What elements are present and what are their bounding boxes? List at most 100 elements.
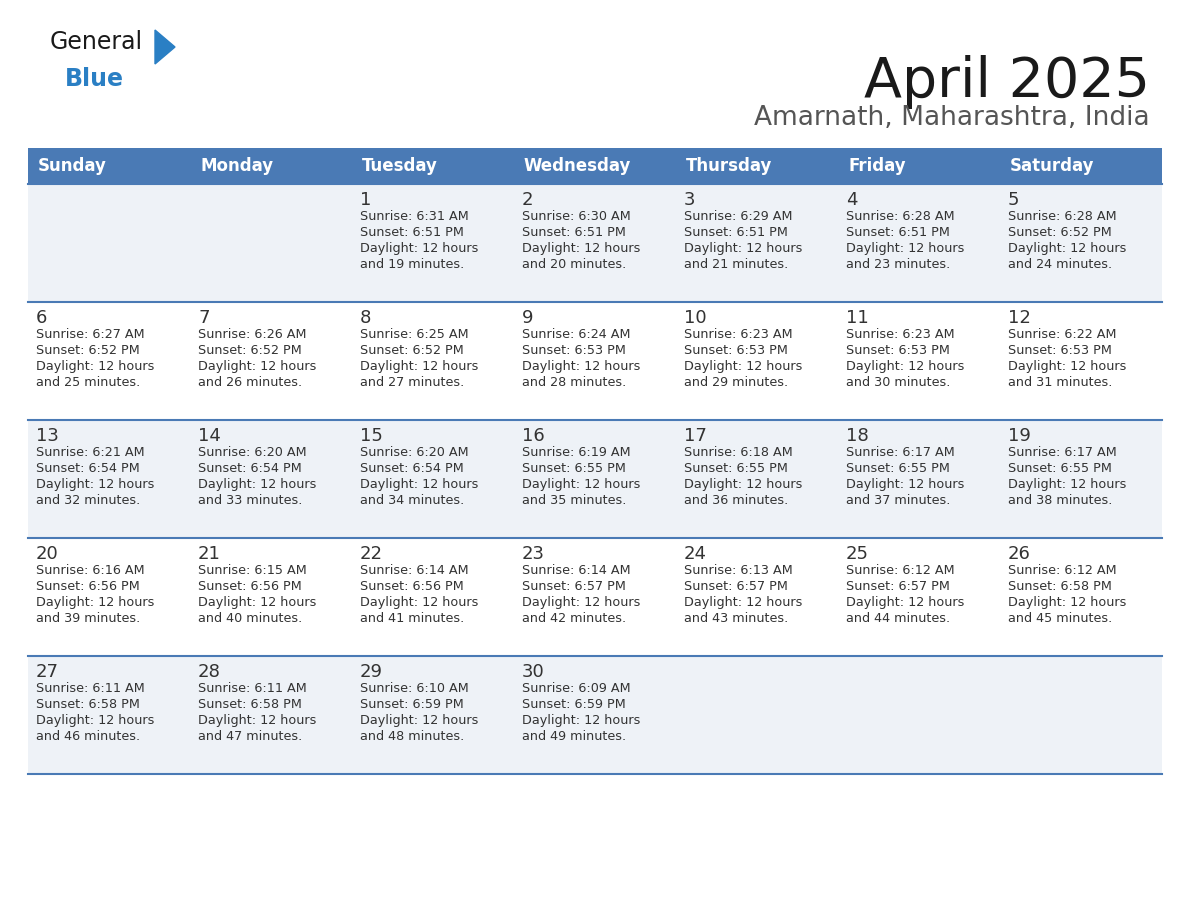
Text: Amarnath, Maharashtra, India: Amarnath, Maharashtra, India	[754, 105, 1150, 131]
Text: Daylight: 12 hours: Daylight: 12 hours	[522, 478, 640, 491]
Text: and 29 minutes.: and 29 minutes.	[684, 376, 788, 389]
Text: Sunset: 6:57 PM: Sunset: 6:57 PM	[846, 580, 950, 593]
Text: 13: 13	[36, 427, 59, 445]
Text: Daylight: 12 hours: Daylight: 12 hours	[684, 360, 802, 373]
Text: and 27 minutes.: and 27 minutes.	[360, 376, 465, 389]
Text: and 40 minutes.: and 40 minutes.	[198, 612, 302, 625]
Text: Sunset: 6:54 PM: Sunset: 6:54 PM	[198, 462, 302, 475]
Text: and 47 minutes.: and 47 minutes.	[198, 730, 302, 743]
Text: and 25 minutes.: and 25 minutes.	[36, 376, 140, 389]
Text: Sunset: 6:59 PM: Sunset: 6:59 PM	[522, 698, 626, 711]
Text: Sunset: 6:51 PM: Sunset: 6:51 PM	[684, 226, 788, 239]
Text: and 26 minutes.: and 26 minutes.	[198, 376, 302, 389]
Text: and 23 minutes.: and 23 minutes.	[846, 258, 950, 271]
Text: 17: 17	[684, 427, 707, 445]
Text: and 33 minutes.: and 33 minutes.	[198, 494, 303, 507]
Text: Sunset: 6:58 PM: Sunset: 6:58 PM	[198, 698, 302, 711]
Text: Sunrise: 6:28 AM: Sunrise: 6:28 AM	[846, 210, 955, 223]
Bar	[29, 302, 1162, 420]
Text: 26: 26	[1007, 545, 1031, 563]
Text: Daylight: 12 hours: Daylight: 12 hours	[684, 478, 802, 491]
Text: Daylight: 12 hours: Daylight: 12 hours	[522, 360, 640, 373]
Text: Sunset: 6:54 PM: Sunset: 6:54 PM	[36, 462, 140, 475]
Text: Daylight: 12 hours: Daylight: 12 hours	[522, 596, 640, 609]
Text: Sunset: 6:51 PM: Sunset: 6:51 PM	[846, 226, 950, 239]
Text: and 34 minutes.: and 34 minutes.	[360, 494, 465, 507]
Bar	[29, 656, 1162, 774]
Text: 5: 5	[1007, 191, 1019, 209]
Text: Sunset: 6:53 PM: Sunset: 6:53 PM	[522, 344, 626, 357]
Text: Sunrise: 6:24 AM: Sunrise: 6:24 AM	[522, 328, 631, 341]
Text: Daylight: 12 hours: Daylight: 12 hours	[36, 360, 154, 373]
Text: Sunset: 6:55 PM: Sunset: 6:55 PM	[1007, 462, 1112, 475]
Bar	[29, 538, 1162, 656]
Text: Friday: Friday	[848, 157, 905, 175]
Text: Sunset: 6:56 PM: Sunset: 6:56 PM	[36, 580, 140, 593]
Text: Daylight: 12 hours: Daylight: 12 hours	[36, 596, 154, 609]
Text: Sunset: 6:53 PM: Sunset: 6:53 PM	[846, 344, 950, 357]
Text: Daylight: 12 hours: Daylight: 12 hours	[36, 714, 154, 727]
Text: and 49 minutes.: and 49 minutes.	[522, 730, 626, 743]
Text: Sunset: 6:58 PM: Sunset: 6:58 PM	[36, 698, 140, 711]
Text: and 32 minutes.: and 32 minutes.	[36, 494, 140, 507]
Text: April 2025: April 2025	[864, 55, 1150, 109]
Text: 24: 24	[684, 545, 707, 563]
Text: Sunrise: 6:18 AM: Sunrise: 6:18 AM	[684, 446, 792, 459]
Text: and 43 minutes.: and 43 minutes.	[684, 612, 789, 625]
Text: Sunrise: 6:28 AM: Sunrise: 6:28 AM	[1007, 210, 1117, 223]
Text: Daylight: 12 hours: Daylight: 12 hours	[846, 478, 965, 491]
Text: Sunset: 6:56 PM: Sunset: 6:56 PM	[198, 580, 302, 593]
Text: Sunrise: 6:19 AM: Sunrise: 6:19 AM	[522, 446, 631, 459]
Text: Sunset: 6:55 PM: Sunset: 6:55 PM	[522, 462, 626, 475]
Text: Sunrise: 6:25 AM: Sunrise: 6:25 AM	[360, 328, 468, 341]
Text: Sunset: 6:57 PM: Sunset: 6:57 PM	[684, 580, 788, 593]
Text: Sunset: 6:52 PM: Sunset: 6:52 PM	[360, 344, 463, 357]
Text: Sunrise: 6:23 AM: Sunrise: 6:23 AM	[846, 328, 955, 341]
Bar	[29, 148, 1162, 184]
Text: Daylight: 12 hours: Daylight: 12 hours	[1007, 360, 1126, 373]
Text: 4: 4	[846, 191, 858, 209]
Text: 2: 2	[522, 191, 533, 209]
Text: 25: 25	[846, 545, 868, 563]
Text: 15: 15	[360, 427, 383, 445]
Text: and 41 minutes.: and 41 minutes.	[360, 612, 465, 625]
Text: 6: 6	[36, 309, 48, 327]
Text: and 35 minutes.: and 35 minutes.	[522, 494, 626, 507]
Text: Daylight: 12 hours: Daylight: 12 hours	[846, 360, 965, 373]
Text: Daylight: 12 hours: Daylight: 12 hours	[522, 242, 640, 255]
Text: Sunrise: 6:22 AM: Sunrise: 6:22 AM	[1007, 328, 1117, 341]
Text: Thursday: Thursday	[685, 157, 772, 175]
Text: Sunset: 6:53 PM: Sunset: 6:53 PM	[1007, 344, 1112, 357]
Text: Sunset: 6:52 PM: Sunset: 6:52 PM	[198, 344, 302, 357]
Text: Sunset: 6:55 PM: Sunset: 6:55 PM	[684, 462, 788, 475]
Text: and 42 minutes.: and 42 minutes.	[522, 612, 626, 625]
Bar	[29, 184, 1162, 302]
Text: Sunrise: 6:23 AM: Sunrise: 6:23 AM	[684, 328, 792, 341]
Text: 27: 27	[36, 663, 59, 681]
Text: Blue: Blue	[65, 67, 124, 91]
Text: Daylight: 12 hours: Daylight: 12 hours	[360, 242, 479, 255]
Text: Saturday: Saturday	[1010, 157, 1094, 175]
Text: 8: 8	[360, 309, 372, 327]
Text: 23: 23	[522, 545, 545, 563]
Text: 18: 18	[846, 427, 868, 445]
Text: Sunrise: 6:13 AM: Sunrise: 6:13 AM	[684, 564, 792, 577]
Text: Sunrise: 6:21 AM: Sunrise: 6:21 AM	[36, 446, 145, 459]
Text: and 20 minutes.: and 20 minutes.	[522, 258, 626, 271]
Text: and 48 minutes.: and 48 minutes.	[360, 730, 465, 743]
Text: Sunrise: 6:17 AM: Sunrise: 6:17 AM	[846, 446, 955, 459]
Text: General: General	[50, 30, 143, 54]
Text: Daylight: 12 hours: Daylight: 12 hours	[198, 478, 316, 491]
Text: Daylight: 12 hours: Daylight: 12 hours	[846, 242, 965, 255]
Text: Sunrise: 6:15 AM: Sunrise: 6:15 AM	[198, 564, 307, 577]
Text: Daylight: 12 hours: Daylight: 12 hours	[198, 596, 316, 609]
Text: Sunset: 6:54 PM: Sunset: 6:54 PM	[360, 462, 463, 475]
Text: 19: 19	[1007, 427, 1031, 445]
Text: Sunset: 6:51 PM: Sunset: 6:51 PM	[522, 226, 626, 239]
Text: and 39 minutes.: and 39 minutes.	[36, 612, 140, 625]
Text: Sunrise: 6:14 AM: Sunrise: 6:14 AM	[522, 564, 631, 577]
Polygon shape	[154, 30, 175, 64]
Text: 11: 11	[846, 309, 868, 327]
Text: Sunrise: 6:12 AM: Sunrise: 6:12 AM	[1007, 564, 1117, 577]
Text: Sunrise: 6:17 AM: Sunrise: 6:17 AM	[1007, 446, 1117, 459]
